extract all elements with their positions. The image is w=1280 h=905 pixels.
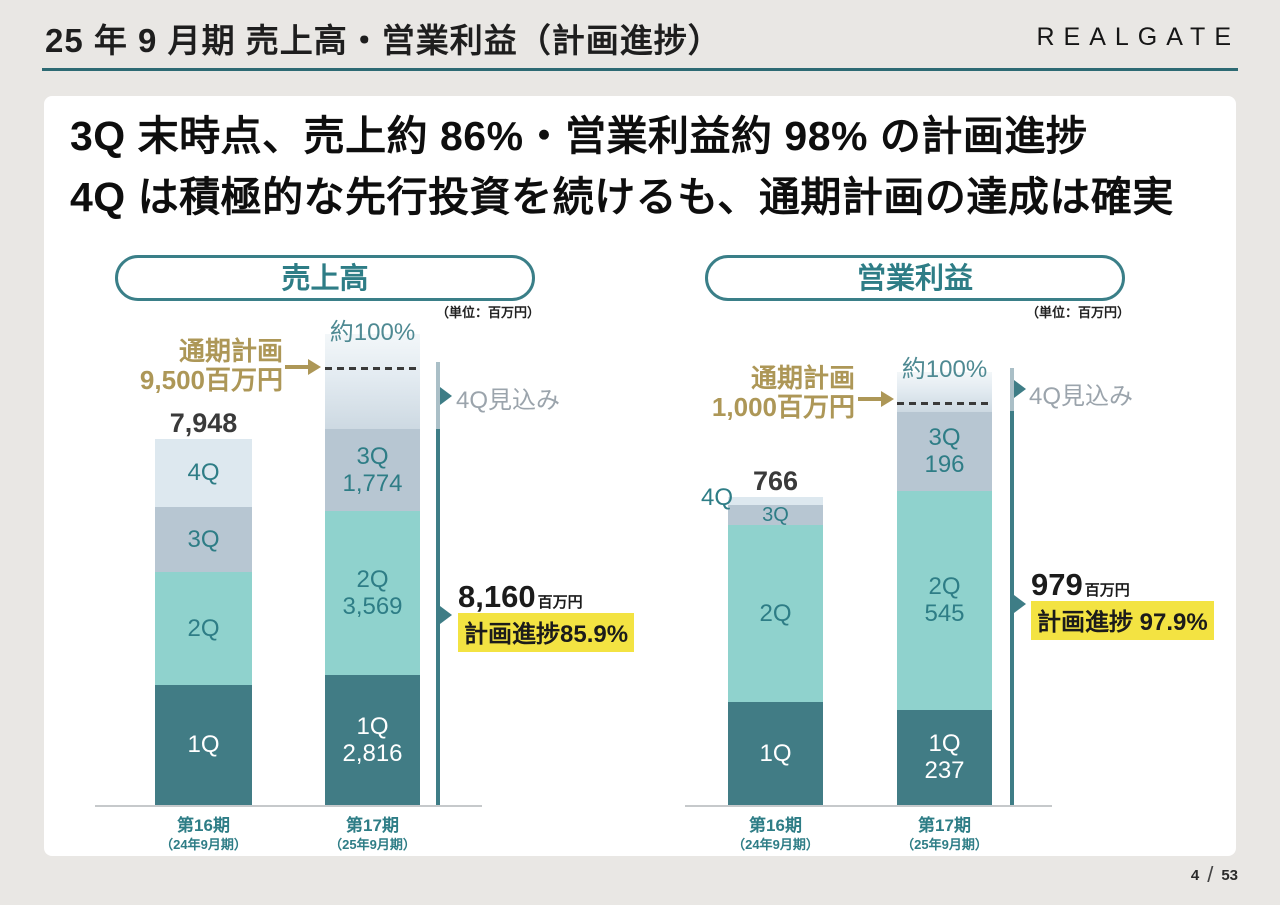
revenue-chart-title: 売上高 xyxy=(115,255,535,301)
profit-plan-arrow xyxy=(858,397,881,401)
bar-segment-1q: 1Q 237 xyxy=(897,709,992,805)
chart-baseline xyxy=(95,805,482,807)
bar-segment-label: 1Q xyxy=(187,731,220,759)
bar-segment-3q: 3Q xyxy=(728,504,823,526)
page-title: 25 年 9 月期 売上高・営業利益（計画進捗） xyxy=(45,22,722,59)
bar-segment-4q xyxy=(728,496,823,506)
revenue-4q-forecast-label: 4Q見込み xyxy=(456,387,561,414)
bar-segment-label: 3Q 1,774 xyxy=(342,443,403,498)
bar-segment-label: 3Q xyxy=(187,525,220,553)
bar-segment-label: 3Q 196 xyxy=(924,424,965,479)
profit-progress-number: 979 xyxy=(1031,567,1083,602)
bracket-marker-icon xyxy=(1014,380,1026,398)
revenue-fy16-total: 7,948 xyxy=(169,408,238,438)
revenue-progress-value: 8,160 百万円 xyxy=(458,579,583,615)
profit-unit-label: （単位：百万円） xyxy=(1025,305,1130,320)
bar-segment-label: 1Q 2,816 xyxy=(342,713,403,768)
bar-segment-3q: 3Q 1,774 xyxy=(325,429,420,512)
bar-segment-2q: 2Q xyxy=(728,525,823,703)
profit-plan-label-line1: 通期計画 xyxy=(750,363,855,393)
company-logo: REALGATE xyxy=(1036,23,1240,51)
revenue-plan-label-line1: 通期計画 xyxy=(178,336,283,366)
bar-segment-4q: 4Q xyxy=(155,439,252,507)
revenue-plan-arrow-head-icon xyxy=(308,359,321,375)
bar-segment-label: 1Q 237 xyxy=(924,730,965,785)
header-divider xyxy=(42,68,1238,71)
chart-baseline xyxy=(685,805,1052,807)
profit-fy17-axis-sublabel: （25年9月期） xyxy=(901,837,988,852)
bracket-marker-icon xyxy=(440,387,452,405)
bar-segment-1q: 1Q xyxy=(728,702,823,805)
bar-segment-4q xyxy=(325,333,420,430)
progress-bracket-forecast xyxy=(1010,368,1014,411)
bar-segment-label: 4Q xyxy=(187,459,220,487)
progress-bracket-achieved xyxy=(436,429,440,805)
profit-fy16-total: 766 xyxy=(752,466,799,496)
revenue-plan-label-line2: 9,500百万円 xyxy=(139,365,283,395)
bar-segment-4q xyxy=(897,371,992,412)
revenue-fy16-axis-sublabel: （24年9月期） xyxy=(160,837,247,852)
profit-fy16-4q-outside-label: 4Q xyxy=(701,484,734,511)
revenue-progress-highlight: 計画進捗85.9% xyxy=(458,613,635,652)
page-total: 53 xyxy=(1221,866,1238,884)
plan-dashed-line xyxy=(897,401,992,405)
revenue-approx-100-label: 約100% xyxy=(329,319,416,346)
revenue-plan-label: 通期計画 9,500百万円 xyxy=(121,337,283,395)
revenue-progress-unit: 百万円 xyxy=(537,594,583,611)
progress-bracket-forecast xyxy=(436,362,440,429)
plan-dashed-line xyxy=(325,366,420,370)
bar-segment-label: 1Q xyxy=(759,740,792,768)
headline-line1: 3Q 末時点、売上約 86%・営業利益約 98% の計画進捗 xyxy=(70,113,1088,159)
bar-segment-label: 3Q xyxy=(762,503,789,526)
bar-segment-2q: 2Q 3,569 xyxy=(325,511,420,676)
page-current: 4 xyxy=(1190,866,1200,884)
revenue-progress-number: 8,160 xyxy=(458,579,536,614)
profit-plan-label-line2: 1,000百万円 xyxy=(711,392,855,422)
profit-fy16-axis-sublabel: （24年9月期） xyxy=(732,837,819,852)
bar-segment-3q: 3Q xyxy=(155,506,252,573)
bar-segment-label: 2Q xyxy=(187,614,220,642)
bar-segment-1q: 1Q 2,816 xyxy=(325,675,420,805)
revenue-fy17-axis-label: 第17期 xyxy=(346,816,399,835)
page-separator: / xyxy=(1207,862,1214,887)
bar-segment-3q: 3Q 196 xyxy=(897,411,992,491)
profit-plan-label: 通期計画 1,000百万円 xyxy=(695,364,855,422)
revenue-plan-arrow xyxy=(285,365,308,369)
profit-progress-highlight: 計画進捗 97.9% xyxy=(1031,601,1214,640)
bracket-marker-icon xyxy=(1014,595,1026,613)
revenue-fy16-axis-label: 第16期 xyxy=(177,816,230,835)
bar-segment-label: 2Q 3,569 xyxy=(342,566,403,621)
profit-fy16-axis-label: 第16期 xyxy=(749,816,802,835)
page-number: 4 / 53 xyxy=(1191,862,1238,888)
profit-approx-100-label: 約100% xyxy=(901,356,988,383)
profit-chart-title: 営業利益 xyxy=(705,255,1125,301)
profit-4q-forecast-label: 4Q見込み xyxy=(1029,383,1134,410)
bar-segment-2q: 2Q xyxy=(155,572,252,685)
bar-segment-label: 2Q 545 xyxy=(924,573,965,628)
profit-progress-value: 979 百万円 xyxy=(1031,567,1130,603)
progress-bracket-achieved xyxy=(1010,411,1014,805)
profit-plan-arrow-head-icon xyxy=(881,391,894,407)
revenue-unit-label: （単位：百万円） xyxy=(435,305,540,320)
profit-fy17-axis-label: 第17期 xyxy=(918,816,971,835)
bracket-marker-icon xyxy=(440,606,452,624)
bar-segment-label: 2Q xyxy=(759,600,792,628)
bar-segment-2q: 2Q 545 xyxy=(897,490,992,710)
headline: 3Q 末時点、売上約 86%・営業利益約 98% の計画進捗 4Q は積極的な先… xyxy=(70,106,1220,228)
bar-segment-1q: 1Q xyxy=(155,684,252,805)
headline-line2: 4Q は積極的な先行投資を続けるも、通期計画の達成は確実 xyxy=(70,174,1174,220)
profit-progress-unit: 百万円 xyxy=(1084,582,1130,599)
revenue-fy17-axis-sublabel: （25年9月期） xyxy=(329,837,416,852)
